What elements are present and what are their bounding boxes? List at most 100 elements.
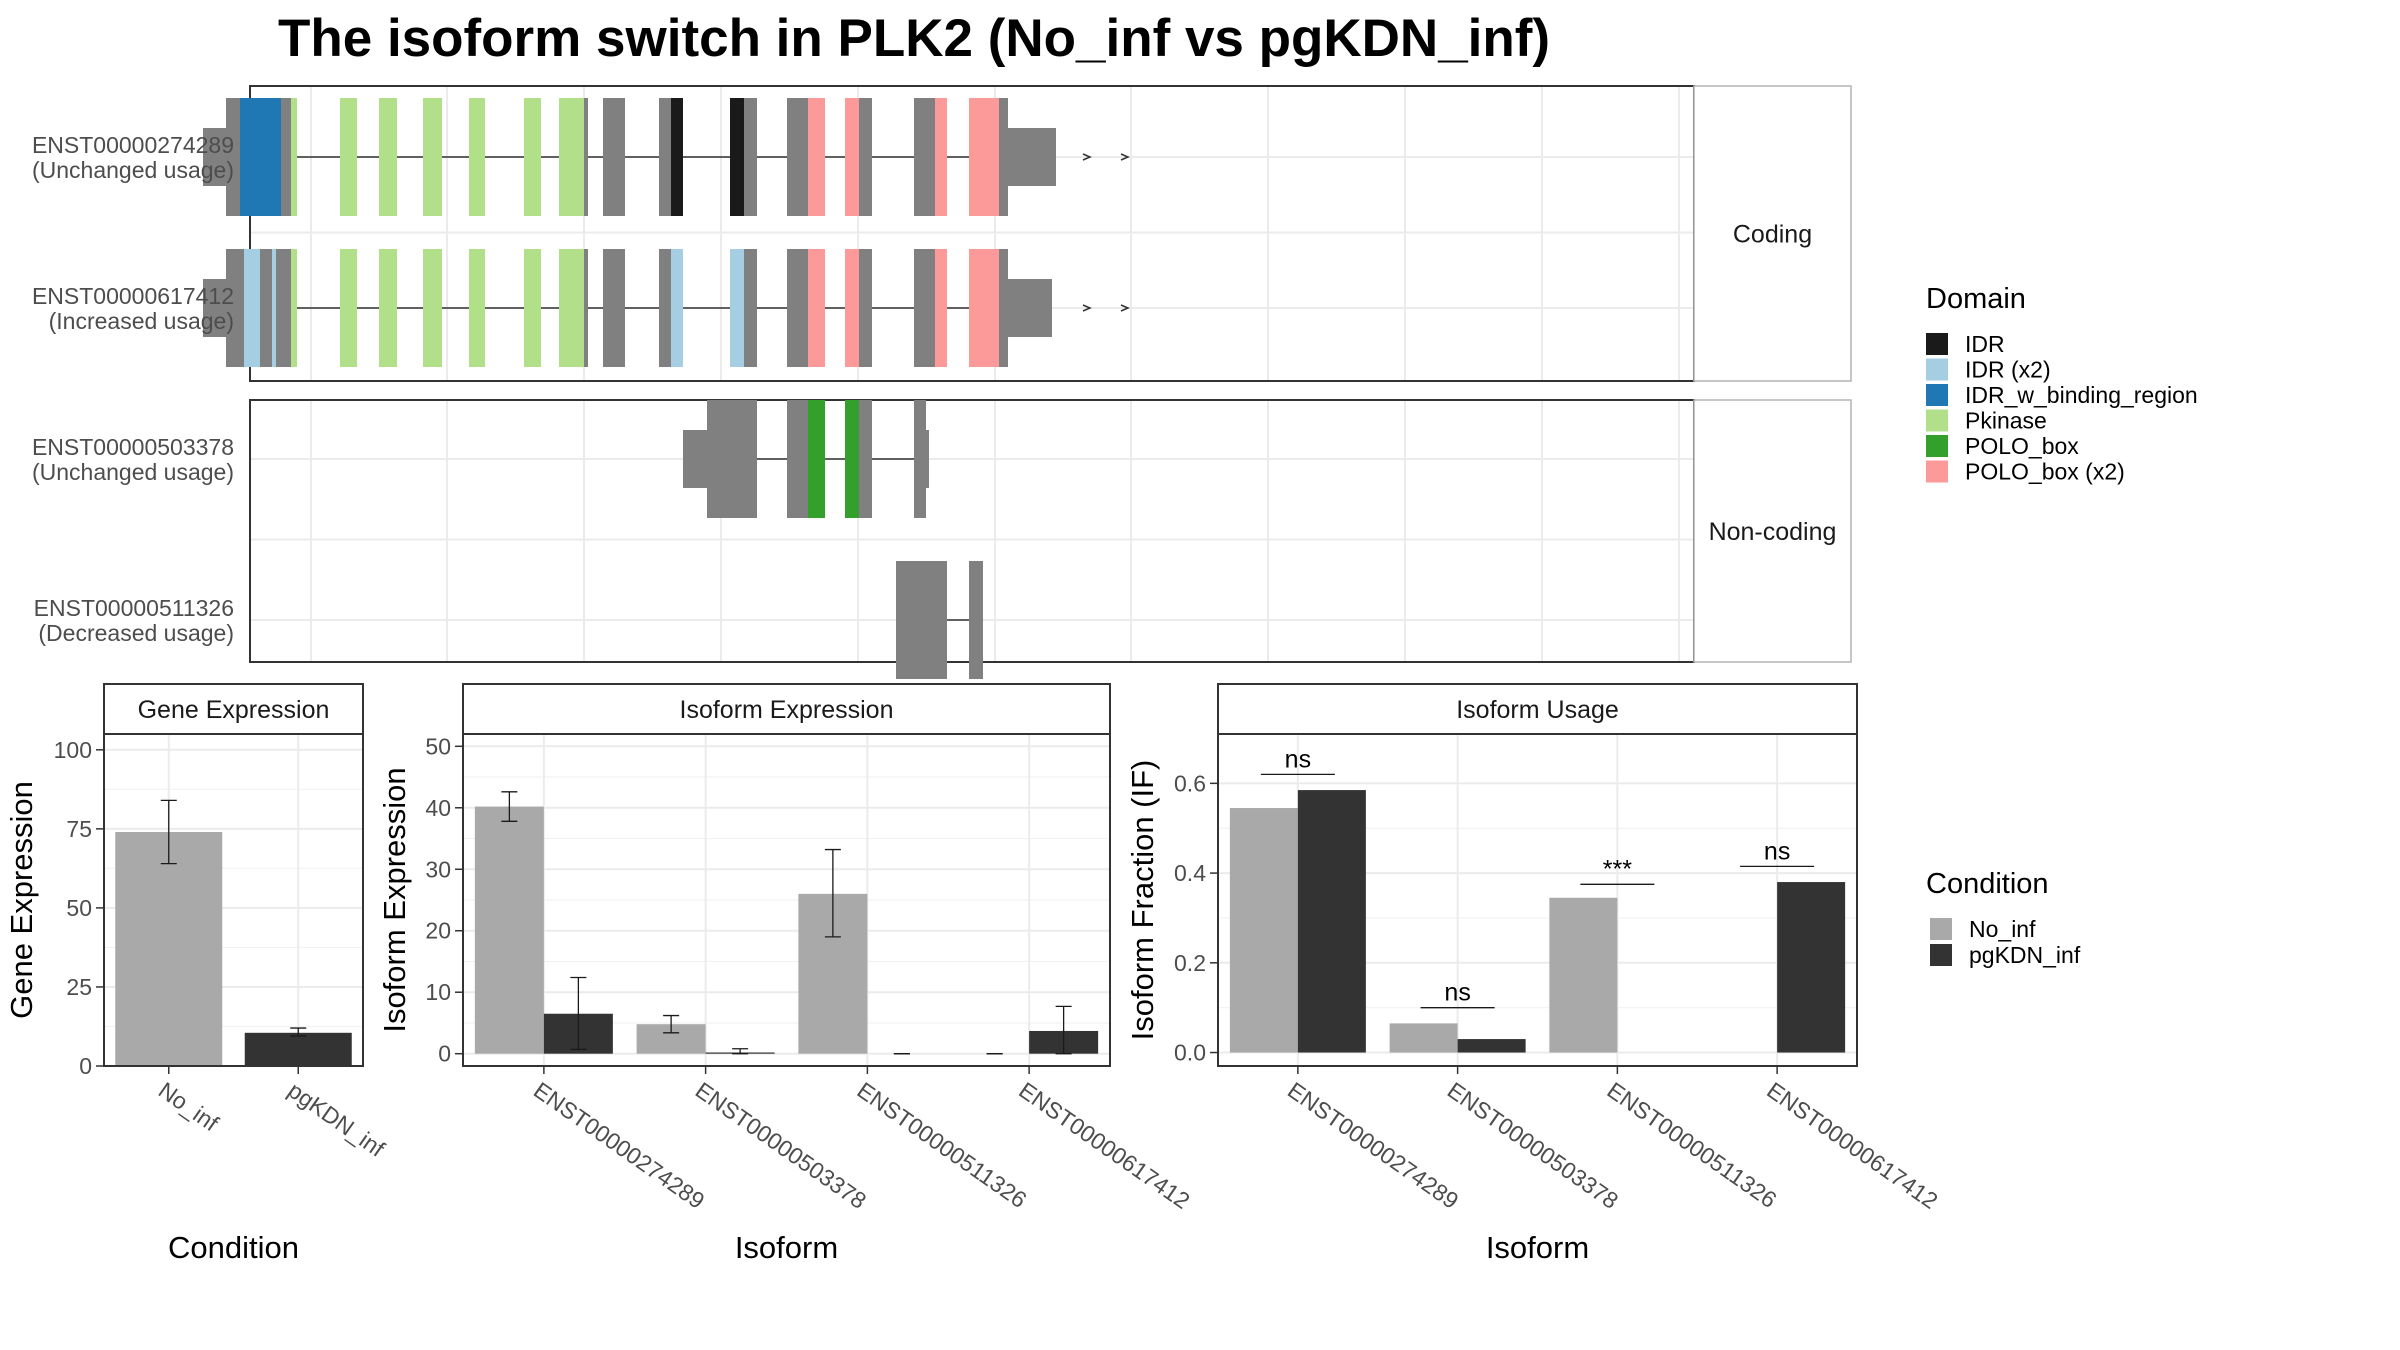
- direction-arrow: [1082, 304, 1092, 312]
- transcript-usage-label: (Increased usage): [49, 308, 234, 334]
- domain-block: [808, 249, 825, 367]
- transcript-usage-label: (Unchanged usage): [32, 459, 234, 485]
- domain-block: [845, 98, 859, 216]
- domain-legend-swatch: [1926, 409, 1948, 432]
- bar: [244, 1032, 352, 1066]
- utr-exon: [683, 430, 707, 488]
- y-tick-label: 25: [66, 974, 92, 1000]
- panel-strip-label: Gene Expression: [138, 696, 330, 724]
- domain-block: [379, 98, 397, 216]
- structure-strip: [1693, 399, 1852, 663]
- direction-arrow: [1120, 153, 1130, 161]
- coding-exon: [603, 249, 625, 367]
- condition-legend-title: Condition: [1926, 868, 2049, 900]
- domain-block: [524, 98, 541, 216]
- domain-block: [240, 98, 281, 216]
- direction-arrow: [1120, 304, 1130, 312]
- domain-block: [291, 98, 297, 216]
- domain-block: [935, 98, 947, 216]
- panel-strip: [1217, 683, 1858, 735]
- domain-block: [845, 249, 859, 367]
- transcript-usage-label: (Unchanged usage): [32, 157, 234, 183]
- utr-exon: [203, 128, 226, 186]
- panel-strip: [462, 683, 1111, 735]
- y-tick-label: 10: [425, 979, 451, 1005]
- y-tick-label: 100: [54, 737, 92, 763]
- y-tick-label: 30: [425, 856, 451, 882]
- y-tick-label: 0: [438, 1041, 451, 1067]
- bar: [115, 832, 223, 1066]
- x-axis-title: Condition: [168, 1230, 299, 1265]
- domain-block: [969, 249, 999, 367]
- domain-block: [423, 249, 442, 367]
- domain-block: [808, 98, 825, 216]
- domain-legend-label: IDR: [1965, 331, 2005, 357]
- y-tick-label: 40: [425, 795, 451, 821]
- panel-strip-label: Isoform Usage: [1456, 696, 1619, 724]
- domain-block: [469, 98, 485, 216]
- bar: [474, 806, 544, 1054]
- structure-strip: [1693, 85, 1852, 382]
- domain-block: [935, 249, 947, 367]
- x-axis-title: Isoform: [1486, 1230, 1589, 1265]
- transcript-id-label: ENST00000503378: [32, 434, 234, 460]
- transcript-usage-label: (Decreased usage): [38, 620, 234, 646]
- domain-block: [969, 98, 999, 216]
- y-axis-title: Isoform Fraction (IF): [1125, 760, 1160, 1041]
- utr-exon: [203, 279, 226, 337]
- transcript-id-label: ENST00000274289: [32, 132, 234, 158]
- direction-arrow: [1082, 153, 1092, 161]
- domain-block: [808, 400, 825, 518]
- domain-block: [340, 98, 357, 216]
- y-tick-label: 20: [425, 918, 451, 944]
- y-tick-label: 75: [66, 816, 92, 842]
- domain-legend-label: IDR (x2): [1965, 357, 2051, 383]
- significance-label: ns: [1764, 837, 1790, 865]
- coding-exon: [603, 98, 625, 216]
- domain-legend-swatch: [1926, 460, 1948, 483]
- domain-block: [559, 249, 584, 367]
- y-tick-label: 0: [79, 1053, 92, 1079]
- bar: [1549, 897, 1618, 1053]
- structure-strip-label: Coding: [1733, 221, 1812, 249]
- coding-exon: [914, 400, 926, 518]
- y-tick-label: 50: [66, 895, 92, 921]
- structure-strip-label: Non-coding: [1709, 518, 1837, 546]
- coding-exon: [896, 561, 947, 679]
- y-tick-label: 0.4: [1174, 860, 1206, 886]
- domain-block: [559, 98, 584, 216]
- utr-exon: [926, 430, 929, 488]
- coding-exon: [969, 561, 983, 679]
- utr-exon: [1008, 128, 1056, 186]
- significance-label: ***: [1603, 855, 1632, 883]
- domain-legend-swatch: [1926, 384, 1948, 406]
- bar: [1457, 1039, 1526, 1053]
- domain-block: [340, 249, 357, 367]
- transcript-id-label: ENST00000617412: [32, 283, 234, 309]
- domain-block: [423, 98, 442, 216]
- transcript-id-label: ENST00000511326: [34, 595, 234, 621]
- domain-block: [524, 249, 541, 367]
- y-axis-title: Gene Expression: [4, 781, 39, 1019]
- coding-exon: [707, 400, 757, 518]
- condition-legend-label: No_inf: [1969, 916, 2036, 942]
- domain-block: [671, 249, 683, 367]
- domain-block: [469, 249, 485, 367]
- domain-legend-swatch: [1926, 358, 1948, 381]
- domain-block: [379, 249, 397, 367]
- y-tick-label: 50: [425, 733, 451, 759]
- domain-block: [244, 249, 260, 367]
- domain-block: [845, 400, 859, 518]
- domain-block: [272, 249, 276, 367]
- significance-label: ns: [1444, 979, 1470, 1007]
- domain-block: [730, 249, 744, 367]
- domain-legend-label: Pkinase: [1965, 408, 2047, 434]
- bar: [1297, 790, 1366, 1053]
- utr-exon: [1008, 279, 1052, 337]
- figure-title: The isoform switch in PLK2 (No_inf vs pg…: [278, 9, 1550, 68]
